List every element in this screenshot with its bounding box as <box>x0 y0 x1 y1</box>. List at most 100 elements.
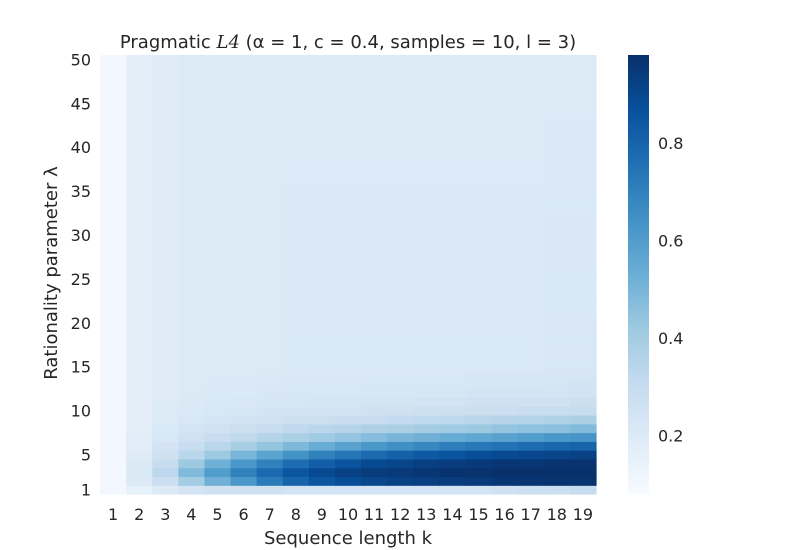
heatmap-cell <box>517 309 545 319</box>
heatmap-cell <box>256 274 284 284</box>
heatmap-cell <box>465 151 493 161</box>
heatmap-cell <box>204 169 232 179</box>
heatmap-cell <box>178 274 206 284</box>
heatmap-cell <box>569 274 597 284</box>
heatmap-cell <box>308 344 336 355</box>
heatmap-cell <box>100 371 127 381</box>
heatmap-cell <box>569 379 597 390</box>
heatmap-cell <box>517 450 545 460</box>
heatmap-cell <box>282 388 310 399</box>
heatmap-cell <box>517 160 545 170</box>
heatmap-cell <box>256 55 284 65</box>
heatmap-cell <box>334 239 362 249</box>
heatmap-cell <box>204 221 232 232</box>
heatmap-cell <box>387 204 414 214</box>
heatmap-cell <box>361 160 388 170</box>
heatmap-cell <box>204 450 232 460</box>
heatmap-cell <box>517 213 545 223</box>
heatmap-cell <box>230 72 258 82</box>
heatmap-cell <box>178 344 206 355</box>
heatmap-cell <box>387 344 414 355</box>
heatmap-cell <box>465 213 493 223</box>
heatmap-cell <box>543 432 571 442</box>
heatmap-cell <box>204 256 232 267</box>
heatmap-cell <box>100 134 127 144</box>
heatmap-cell <box>126 55 153 65</box>
heatmap-cell <box>282 335 310 346</box>
heatmap-cell <box>100 248 127 258</box>
heatmap-cell <box>334 318 362 328</box>
heatmap-cell <box>308 81 336 91</box>
heatmap-cell <box>204 81 232 91</box>
heatmap-cell <box>152 414 179 425</box>
heatmap-cell <box>569 414 597 425</box>
heatmap-cell <box>439 125 467 135</box>
heatmap-cell <box>491 160 519 170</box>
heatmap-cell <box>491 362 519 372</box>
heatmap-cell <box>152 283 179 293</box>
heatmap-cell <box>308 379 336 390</box>
heatmap-cell <box>230 362 258 372</box>
x-tick-label: 2 <box>134 505 144 524</box>
heatmap-cell <box>256 432 284 442</box>
heatmap-cell <box>439 107 467 118</box>
heatmap-cell <box>517 371 545 381</box>
heatmap-cell <box>361 107 388 118</box>
heatmap-cell <box>569 283 597 293</box>
heatmap-cell <box>543 195 571 205</box>
heatmap-cell <box>126 81 153 91</box>
heatmap-cell <box>152 318 179 328</box>
heatmap-cell <box>387 55 414 65</box>
heatmap-cell <box>204 397 232 407</box>
heatmap-cell <box>517 142 545 153</box>
heatmap-cell <box>282 230 310 240</box>
heatmap-cell <box>282 450 310 460</box>
heatmap-cell <box>230 274 258 284</box>
heatmap-cell <box>100 318 127 328</box>
heatmap-cell <box>569 195 597 205</box>
heatmap-cell <box>413 406 440 416</box>
heatmap-cell <box>178 134 206 144</box>
heatmap-cell <box>387 274 414 284</box>
heatmap-cell <box>282 371 310 381</box>
heatmap-cell <box>569 116 597 126</box>
heatmap-cell <box>465 221 493 232</box>
heatmap-cell <box>126 406 153 416</box>
heatmap-cell <box>126 292 153 302</box>
heatmap-cell <box>465 72 493 82</box>
heatmap-cell <box>543 414 571 425</box>
heatmap-cell <box>308 423 336 434</box>
heatmap-cell <box>178 397 206 407</box>
heatmap-cell <box>100 107 127 118</box>
heatmap-cell <box>413 160 440 170</box>
heatmap-cell <box>282 221 310 232</box>
heatmap-cell <box>256 414 284 425</box>
heatmap-cell <box>256 292 284 302</box>
heatmap-cell <box>491 221 519 232</box>
heatmap-cell <box>517 406 545 416</box>
heatmap-cell <box>178 125 206 135</box>
heatmap-cell <box>413 423 440 434</box>
heatmap-cell <box>439 221 467 232</box>
y-tick-label: 20 <box>71 314 91 333</box>
heatmap-cell <box>517 98 545 109</box>
heatmap-cell <box>282 274 310 284</box>
heatmap-cell <box>126 134 153 144</box>
colorbar-ticks: 0.2 0.4 0.6 0.8 <box>658 134 683 446</box>
heatmap-cell <box>308 397 336 407</box>
heatmap-cell <box>517 467 545 478</box>
heatmap-cell <box>256 353 284 363</box>
heatmap-cell <box>230 221 258 232</box>
heatmap-cell <box>334 90 362 100</box>
heatmap-cell <box>543 300 571 311</box>
heatmap-cell <box>413 274 440 284</box>
heatmap-cell <box>517 177 545 188</box>
heatmap-cell <box>334 142 362 153</box>
heatmap-cell <box>517 379 545 390</box>
heatmap-cell <box>361 265 388 276</box>
heatmap-cell <box>334 186 362 197</box>
heatmap-cell <box>465 379 493 390</box>
heatmap-cell <box>361 283 388 293</box>
heatmap-cell <box>334 160 362 170</box>
